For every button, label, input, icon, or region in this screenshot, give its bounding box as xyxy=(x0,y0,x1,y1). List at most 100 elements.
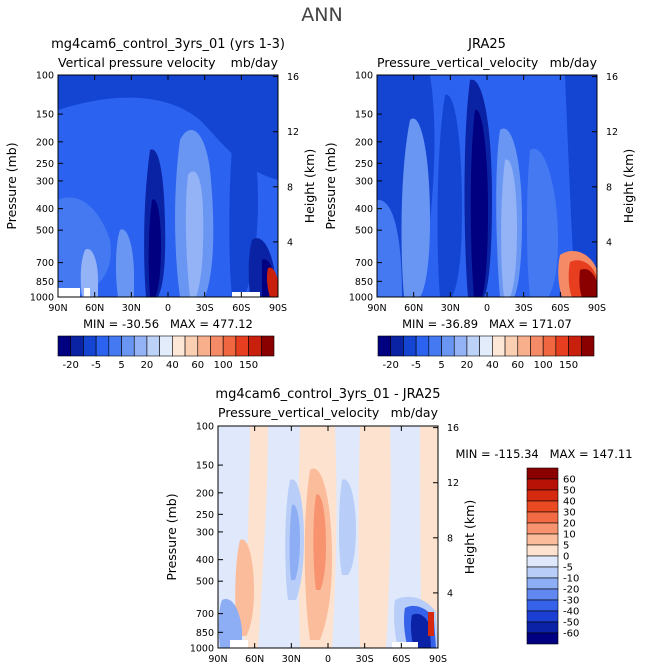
y-tick-label: 150 xyxy=(36,110,54,121)
y-tick-label: 300 xyxy=(36,176,54,187)
field-band xyxy=(289,504,300,580)
panel-reanalysis: JRA25 Pressure_vertical_velocity mb/day … xyxy=(323,37,636,371)
y-tick-label: 100 xyxy=(196,422,214,433)
x-tick-label: 90N xyxy=(48,303,67,314)
y-axis-label: Pressure (mb) xyxy=(323,142,338,229)
colorbar-swatch xyxy=(517,335,531,357)
colorbar-label: 50 xyxy=(563,486,576,497)
colorbar-label: -50 xyxy=(563,618,579,629)
colorbar-label: 40 xyxy=(166,360,179,371)
colorbar-swatch xyxy=(95,335,110,357)
colorbar-label: -20 xyxy=(383,360,399,371)
y-tick-label: 1000 xyxy=(349,293,373,304)
x-tick-label: 60S xyxy=(232,303,250,314)
y-axis-label: Pressure (mb) xyxy=(164,493,179,580)
colorbar-swatch xyxy=(415,335,430,357)
colorbar-swatch xyxy=(526,599,559,612)
y2-tick-label: 4 xyxy=(447,588,453,599)
panel-model-stats: MIN = -30.56 MAX = 477.12 xyxy=(83,317,253,331)
y-tick-label: 400 xyxy=(355,204,373,215)
colorbar-label: 60 xyxy=(511,360,524,371)
y2-tick-label: 8 xyxy=(606,182,612,193)
panel-reanalysis-contour-field xyxy=(377,75,597,297)
colorbar-label: -5 xyxy=(563,563,573,574)
x-tick-label: 30N xyxy=(441,303,460,314)
field-band xyxy=(358,426,391,648)
colorbar-swatch xyxy=(146,335,160,357)
colorbar-swatch xyxy=(428,335,442,357)
y-tick-label: 200 xyxy=(36,137,54,148)
panel-reanalysis-colorbar: -20 -5 5 20 40 60 100 150 xyxy=(377,335,595,371)
colorbar-swatch xyxy=(504,335,519,357)
missing-data xyxy=(392,642,418,648)
missing-data xyxy=(58,288,80,297)
y-tick-label: 300 xyxy=(355,176,373,187)
y2-axis-label: Height (km) xyxy=(462,500,477,574)
x-tick-label: 90S xyxy=(269,303,287,314)
colorbar-swatch xyxy=(526,566,559,579)
y2-axis-label: Height (km) xyxy=(621,149,636,223)
colorbar-swatch xyxy=(210,335,224,357)
y-tick-label: 500 xyxy=(36,226,54,237)
figure-title: ANN xyxy=(301,4,342,26)
panel-difference-subtitle-right: mb/day xyxy=(391,405,439,420)
colorbar-label: -5 xyxy=(411,360,421,371)
colorbar-label: 150 xyxy=(559,360,578,371)
field-band xyxy=(313,494,326,590)
y-tick-label: 700 xyxy=(36,258,54,269)
field-band xyxy=(565,75,597,297)
colorbar-swatch xyxy=(172,335,186,357)
colorbar-swatch xyxy=(159,335,173,357)
y-tick-label: 250 xyxy=(196,510,214,521)
y2-tick-label: 16 xyxy=(447,423,459,434)
field-band xyxy=(470,109,488,297)
x-tick-label: 60S xyxy=(551,303,569,314)
y-tick-label: 200 xyxy=(196,488,214,499)
colorbar-swatch xyxy=(526,522,559,535)
missing-data xyxy=(232,292,260,297)
y-tick-label: 700 xyxy=(196,609,214,620)
colorbar-swatch xyxy=(526,621,559,634)
x-tick-label: 90S xyxy=(588,303,606,314)
panel-model: mg4cam6_control_3yrs_01 (yrs 1-3) Vertic… xyxy=(4,37,317,371)
y-tick-label: 400 xyxy=(196,555,214,566)
y2-tick-label: 16 xyxy=(287,72,299,83)
x-tick-label: 90N xyxy=(367,303,386,314)
y-tick-label: 400 xyxy=(36,204,54,215)
panel-model-title: mg4cam6_control_3yrs_01 (yrs 1-3) xyxy=(51,37,285,52)
panel-reanalysis-title: JRA25 xyxy=(467,37,506,52)
field-band xyxy=(218,599,242,648)
colorbar-label: 150 xyxy=(239,360,258,371)
y2-tick-label: 12 xyxy=(287,127,299,138)
x-tick-label: 30S xyxy=(356,654,374,665)
colorbar-swatch xyxy=(580,335,595,357)
colorbar-swatch xyxy=(526,478,559,491)
colorbar-swatch xyxy=(57,335,72,357)
colorbar-swatch xyxy=(248,335,262,357)
x-tick-label: 30S xyxy=(196,303,214,314)
colorbar-swatch xyxy=(260,335,275,357)
colorbar-swatch xyxy=(121,335,135,357)
panel-difference-title: mg4cam6_control_3yrs_01 - JRA25 xyxy=(215,387,440,402)
y-tick-label: 200 xyxy=(355,137,373,148)
field-band xyxy=(80,249,98,297)
colorbar-label: 30 xyxy=(563,508,576,519)
colorbar-swatch xyxy=(70,335,84,357)
panel-difference-axes: 90N 60N 30N 0 30S 60S 90S 100 150 200 250 300 400 500… xyxy=(164,422,477,666)
colorbar-label: -40 xyxy=(563,607,579,618)
colorbar-label: -10 xyxy=(563,574,579,585)
missing-data xyxy=(84,288,90,297)
x-tick-label: 0 xyxy=(325,654,331,665)
colorbar-label: -20 xyxy=(563,585,579,596)
panel-reanalysis-subtitle-right: mb/day xyxy=(550,55,598,70)
panel-model-subtitle-left: Vertical pressure velocity xyxy=(58,55,216,70)
panel-model-colorbar: -20 -5 5 20 40 60 100 150 xyxy=(57,335,275,371)
y2-tick-label: 8 xyxy=(447,533,453,544)
y2-tick-label: 12 xyxy=(606,127,618,138)
colorbar-swatch xyxy=(133,335,148,357)
colorbar-swatch xyxy=(526,610,559,623)
field-band xyxy=(437,94,462,297)
y2-tick-label: 8 xyxy=(287,182,293,193)
